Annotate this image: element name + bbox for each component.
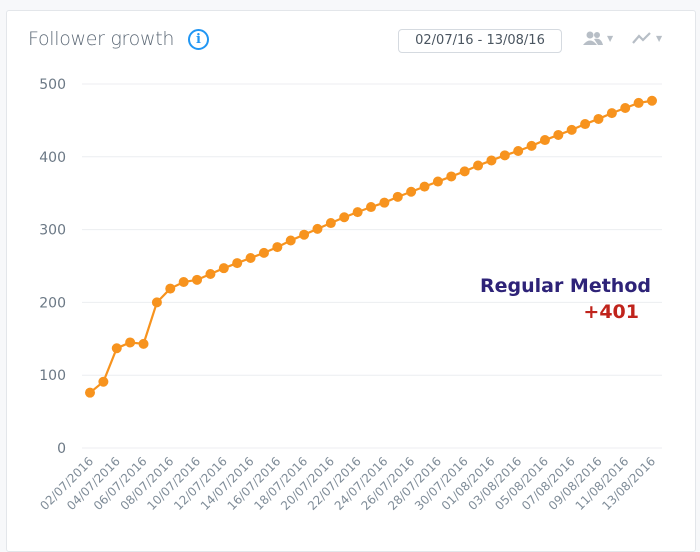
- data-point: [620, 103, 631, 114]
- data-point: [553, 129, 564, 140]
- annotation-delta: +401: [583, 301, 639, 323]
- data-point: [606, 108, 617, 119]
- data-point: [299, 229, 310, 240]
- y-tick-label: 400: [39, 150, 66, 166]
- data-point: [406, 186, 417, 197]
- data-point: [459, 166, 470, 177]
- data-point: [486, 155, 497, 166]
- data-point: [513, 145, 524, 156]
- data-point: [432, 176, 443, 187]
- people-icon: [583, 31, 603, 45]
- data-point: [339, 212, 350, 223]
- chevron-down-icon: ▼: [656, 33, 663, 43]
- y-tick-label: 300: [39, 223, 66, 239]
- date-range-picker[interactable]: 02/07/16 - 13/08/16: [398, 29, 562, 53]
- data-point: [165, 283, 176, 294]
- data-point: [205, 269, 216, 280]
- data-point: [325, 218, 336, 229]
- data-point: [245, 252, 256, 263]
- chevron-down-icon: ▼: [607, 33, 614, 43]
- data-point: [379, 197, 390, 208]
- data-point: [446, 171, 457, 182]
- line-chart: 010020030040050002/07/201604/07/201606/0…: [37, 77, 662, 513]
- data-point: [633, 97, 644, 108]
- data-point: [366, 202, 376, 213]
- data-point: [232, 258, 243, 269]
- data-point: [151, 297, 162, 308]
- data-point: [593, 113, 604, 124]
- data-point: [98, 376, 109, 387]
- follower-growth-card: [6, 10, 696, 552]
- data-point: [473, 160, 484, 171]
- data-point: [272, 242, 283, 253]
- data-point: [392, 191, 403, 202]
- data-point: [218, 263, 229, 274]
- data-point: [499, 150, 510, 161]
- info-icon[interactable]: i: [188, 29, 209, 50]
- data-point: [312, 223, 323, 234]
- data-point: [539, 135, 550, 146]
- data-point: [526, 140, 537, 151]
- series-line: [89, 99, 653, 394]
- y-tick-label: 0: [57, 441, 66, 457]
- data-point: [178, 277, 189, 288]
- line-chart-icon: [632, 32, 651, 44]
- data-point: [138, 338, 149, 349]
- data-point: [647, 95, 657, 106]
- data-point: [352, 207, 363, 218]
- data-point: [111, 343, 122, 354]
- y-tick-label: 200: [39, 295, 66, 311]
- data-point: [285, 235, 296, 246]
- annotation-label: Regular Method: [480, 275, 651, 297]
- data-point: [419, 181, 430, 192]
- card-title: Follower growth: [28, 28, 175, 50]
- audience-dropdown[interactable]: ▼: [582, 30, 613, 50]
- y-tick-label: 500: [39, 77, 66, 93]
- data-point: [258, 247, 269, 258]
- data-point: [192, 274, 203, 285]
- data-point: [125, 337, 136, 348]
- data-point: [580, 119, 591, 130]
- chart-type-dropdown[interactable]: ▼: [631, 30, 662, 50]
- data-point: [566, 124, 577, 135]
- data-point: [85, 387, 95, 398]
- y-tick-label: 100: [39, 368, 66, 384]
